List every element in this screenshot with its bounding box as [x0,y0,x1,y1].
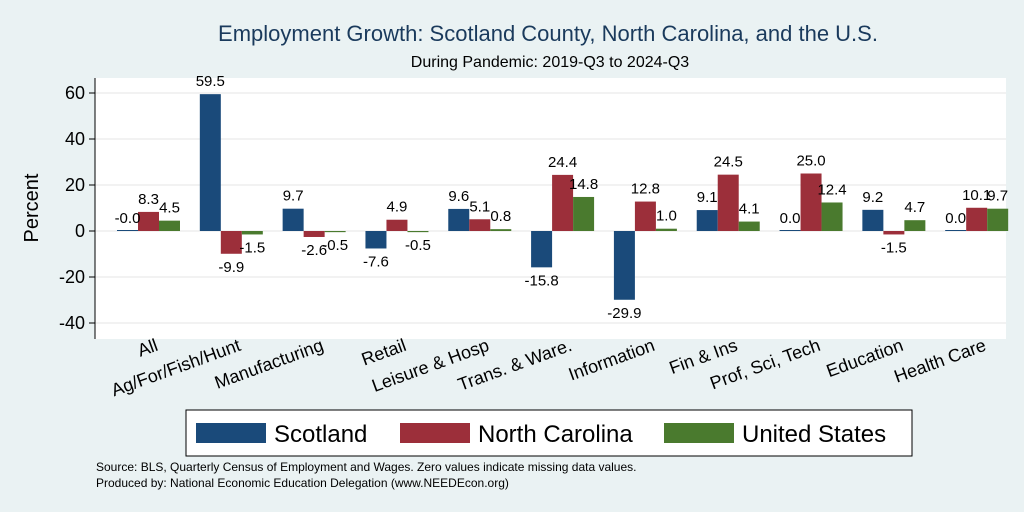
data-label: 1.0 [656,208,677,225]
y-tick-label: 60 [65,83,85,103]
legend-swatch [664,423,734,443]
bar-north-carolina [883,231,905,235]
data-label: 59.5 [196,73,225,90]
y-tick-label: -20 [59,267,85,287]
bar-scotland [199,94,221,232]
bar-scotland [862,209,884,231]
chart-subtitle: During Pandemic: 2019-Q3 to 2024-Q3 [411,54,689,71]
data-label: 24.4 [548,154,577,171]
bar-united-states [821,202,843,231]
bar-united-states [490,229,512,231]
data-label: 4.7 [904,199,925,216]
y-axis-ticks: 60 40 20 0 -20 -40 [59,83,95,333]
bar-north-carolina [552,174,574,231]
data-labels: -0.0 59.5 9.7 -7.6 9.6 -15.8 -29.9 9.1 0.0 9.2 0.0… [115,73,1009,322]
y-tick-label: 0 [75,221,85,241]
data-label: 9.6 [448,188,469,205]
legend-swatch [400,423,470,443]
source-note: Source: BLS, Quarterly Census of Employm… [96,460,636,474]
data-label: 10.1 [962,187,991,204]
legend-label: United States [742,421,886,448]
data-label: -7.6 [363,253,389,270]
bar-scotland [779,230,801,231]
bar-united-states [324,231,346,233]
bar-scotland [448,208,470,231]
data-label: 9.1 [697,189,718,206]
bar-scotland [613,231,635,300]
data-label: 5.1 [469,198,490,215]
bar-north-carolina [138,211,159,231]
bar-united-states [904,220,926,231]
data-label: 24.5 [714,154,743,171]
data-label: 8.3 [138,191,159,208]
chart-title: Employment Growth: Scotland County, Nort… [218,21,878,46]
data-label: 4.9 [387,199,408,216]
plot-area [95,78,1006,339]
data-label: 25.0 [796,153,825,170]
bar-north-carolina [634,201,656,231]
data-label: -2.6 [301,242,327,259]
legend-box [185,409,913,457]
legend: Scotland North Carolina United States [196,421,886,448]
producer-note: Produced by: National Economic Education… [96,476,509,490]
data-label: -9.9 [218,259,244,276]
legend-label: North Carolina [478,421,633,448]
data-label: 9.7 [987,188,1008,205]
bar-united-states [655,228,677,231]
data-label: 4.1 [739,201,760,218]
y-tick-label: 20 [65,175,85,195]
bar-north-carolina [469,219,491,231]
data-label: 12.4 [817,181,846,198]
data-label: -15.8 [524,272,558,289]
data-label: 0.8 [490,208,511,225]
y-axis-title: Percent [21,173,43,242]
bar-united-states [738,221,760,231]
legend-swatch [196,423,266,443]
bar-scotland [945,230,967,231]
data-label: -0.5 [322,237,348,254]
data-label: 12.8 [631,181,660,198]
data-label: 14.8 [569,176,598,193]
bar-north-carolina [386,219,408,231]
data-label: 0.0 [780,210,801,227]
data-label: 0.0 [945,210,966,227]
bar-north-carolina [966,207,988,231]
data-label: 9.7 [283,188,304,205]
data-label: 4.5 [159,200,180,217]
bar-united-states [159,220,180,231]
bar-scotland [117,230,138,231]
data-label: -1.5 [881,239,907,256]
data-label: -29.9 [607,305,641,322]
bar-north-carolina [717,174,739,231]
data-label: -0.5 [405,237,431,254]
bar-north-carolina [220,231,242,254]
bar-scotland [531,231,553,268]
category-label: Health Care [891,335,988,387]
y-tick-label: -40 [59,313,85,333]
category-label: Information [566,335,657,385]
bar-scotland [282,208,304,231]
bar-united-states [241,231,263,235]
bar-united-states [573,196,595,231]
bar-north-carolina [303,231,325,237]
legend-label: Scotland [274,421,367,448]
y-tick-label: 40 [65,129,85,149]
data-label: 9.2 [862,189,883,206]
bar-united-states [987,208,1009,231]
bar-scotland [365,231,387,249]
data-label: -1.5 [239,239,265,256]
bar-scotland [696,210,718,231]
bars [117,94,1009,300]
bar-united-states [407,231,429,233]
data-label: -0.0 [115,210,141,227]
bar-north-carolina [800,173,822,231]
